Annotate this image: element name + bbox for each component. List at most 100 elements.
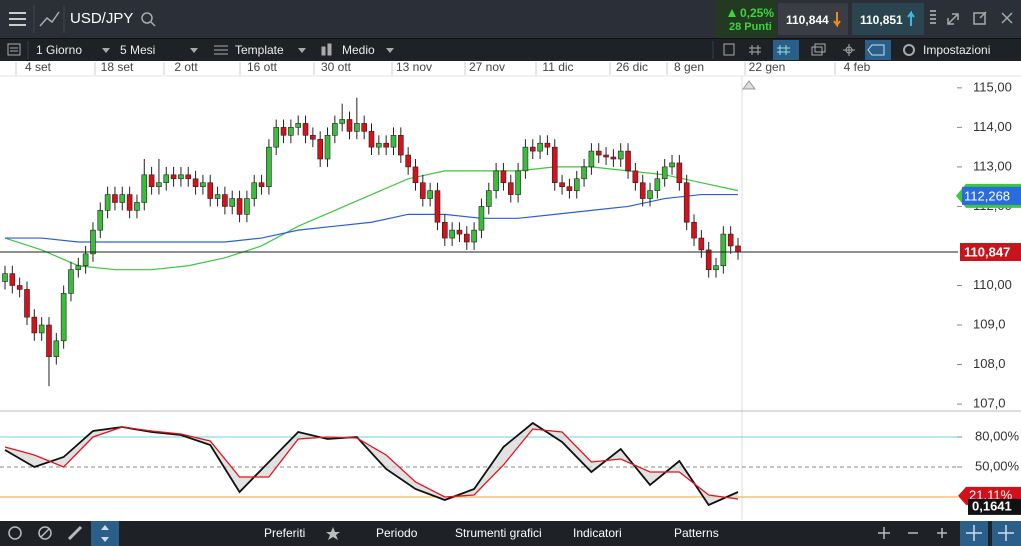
footer-icons	[8, 521, 1021, 546]
buy-price[interactable]: 110,851	[860, 13, 903, 27]
candle-body	[244, 198, 250, 215]
date-label: 4 feb	[844, 61, 871, 74]
candle-body	[669, 162, 675, 168]
candle-body	[603, 154, 609, 158]
candle-body	[185, 174, 192, 180]
osc-tag-label: 21,11%	[969, 487, 1013, 502]
template[interactable]: Template	[235, 43, 284, 57]
y-tick-label: 114,00	[973, 119, 1012, 134]
candle-body	[617, 150, 624, 160]
candle-body	[493, 170, 499, 191]
date-label: 11 dic	[542, 61, 573, 74]
y-tick-label: 110,00	[973, 277, 1012, 292]
candle-body	[559, 182, 565, 187]
oscillator-line	[4, 426, 739, 500]
candle-body	[654, 178, 661, 191]
candle-body	[456, 229, 463, 235]
change-box	[716, 0, 776, 38]
candle-body	[170, 174, 177, 180]
date-label: 13 nov	[396, 61, 432, 74]
candle-body	[522, 146, 529, 172]
candle-body	[332, 123, 338, 136]
candle-body	[258, 182, 265, 187]
candle-body	[713, 265, 719, 270]
y-tick-label: 115,00	[973, 79, 1012, 94]
candle-body	[705, 249, 712, 270]
candle-body	[683, 182, 690, 223]
candle-body	[471, 229, 477, 243]
candle-body	[507, 182, 514, 195]
candle-body	[9, 273, 16, 286]
interval[interactable]: 1 Giorno	[36, 43, 83, 57]
chart-size[interactable]: Medio	[342, 43, 375, 57]
candle-body	[207, 182, 214, 199]
candle-body	[632, 170, 639, 184]
y-tick-label: 80,00%	[975, 428, 1020, 443]
ma-tag-label: 112,268	[964, 188, 1010, 203]
candle-body	[588, 150, 595, 168]
candle-body	[126, 194, 133, 211]
candle-body	[412, 166, 419, 184]
footer-tab[interactable]: Patterns	[674, 526, 719, 540]
up-arrow	[728, 9, 736, 17]
footer-tab[interactable]: Strumenti grafici	[455, 526, 542, 540]
window-icons[interactable]	[926, 0, 1021, 38]
candle-body	[229, 198, 236, 207]
candle-body	[610, 156, 617, 160]
candle-body	[485, 190, 492, 207]
candle-body	[647, 190, 653, 199]
oscillator-band	[5, 423, 738, 505]
candle-body	[581, 166, 587, 180]
candle-body	[427, 190, 433, 199]
y-tick-label: 113,00	[973, 158, 1012, 173]
candle-body	[566, 186, 573, 191]
candle-body	[251, 182, 258, 199]
candle-body	[529, 146, 536, 152]
candle-body	[354, 123, 360, 132]
candle-body	[449, 229, 455, 239]
range[interactable]: 5 Mesi	[120, 43, 156, 57]
sell-price[interactable]: 110,844	[786, 13, 829, 27]
candle-body	[339, 119, 345, 124]
candle-body	[141, 174, 148, 203]
footer-tab[interactable]: Preferiti	[264, 526, 306, 540]
chart-area: 4 set 18 set 2 ott 16 ott 30 ott 13 nov 27 nov…	[0, 61, 1021, 521]
ma-tag	[962, 186, 1021, 205]
candle-body	[302, 123, 309, 136]
candle-body	[82, 253, 89, 267]
footer-tab[interactable]: Periodo	[376, 526, 418, 540]
candle-body	[288, 127, 294, 136]
footer-tab[interactable]: Indicatori	[573, 526, 622, 540]
candle-body	[222, 194, 228, 207]
candle-body	[317, 138, 323, 160]
candle-body	[390, 134, 397, 148]
candle-body	[236, 198, 243, 215]
candle-body	[676, 162, 683, 184]
candle-body	[698, 237, 705, 251]
candle-body	[75, 265, 82, 270]
candle-body	[478, 206, 485, 231]
candle-body	[544, 142, 551, 148]
candle-body	[68, 269, 74, 294]
settings[interactable]: Impostazioni	[923, 43, 991, 57]
readout-box	[968, 498, 1021, 515]
candle-body	[280, 127, 287, 136]
candle-body	[361, 123, 367, 132]
date-label: 4 set	[25, 61, 52, 74]
symbol[interactable]: USD/JPY	[70, 10, 134, 27]
candle-body	[639, 182, 646, 199]
candle-body	[398, 134, 404, 156]
candle-body	[295, 123, 302, 128]
candle-body	[551, 146, 558, 184]
sell-arrow	[833, 12, 841, 27]
y-tick-label: 109,0	[973, 316, 1006, 331]
toolbar-icons	[7, 40, 915, 60]
candle-body	[273, 127, 280, 148]
candle-body	[148, 174, 155, 187]
candle-body	[266, 146, 272, 187]
candle-body	[156, 182, 162, 187]
date-label: 30 ott	[321, 61, 352, 74]
candle-body	[661, 166, 668, 180]
date-label: 8 gen	[674, 61, 704, 74]
